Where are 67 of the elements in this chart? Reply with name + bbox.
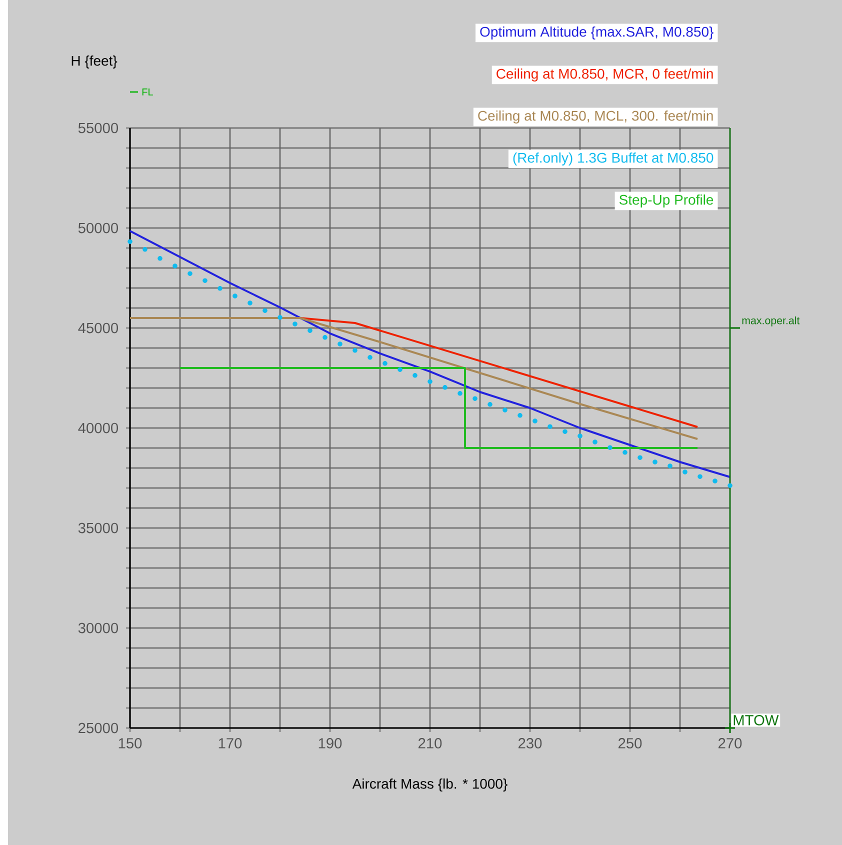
x-tick-label: 170 xyxy=(218,738,242,748)
x-tick-label: 250 xyxy=(618,738,642,748)
point xyxy=(578,434,582,438)
point xyxy=(382,360,388,366)
point xyxy=(442,384,448,390)
point xyxy=(608,445,612,450)
x-tick-label: 230 xyxy=(518,738,542,748)
y-tick-label: 45000 xyxy=(78,322,118,334)
point xyxy=(562,429,568,434)
y-tick-label: 40000 xyxy=(78,422,118,434)
text: (Ref.only) 1.3G Buffet at M0.850 xyxy=(513,152,714,166)
point xyxy=(698,474,702,479)
point xyxy=(548,424,552,429)
x-axis-title: Aircraft Mass {lb. * 1000} xyxy=(352,778,508,792)
x-tick-label: 270 xyxy=(718,738,742,748)
point xyxy=(428,379,432,384)
x-tick-label: 210 xyxy=(418,738,442,748)
y-axis-title: H {feet} xyxy=(72,55,118,69)
text: FL xyxy=(142,88,153,96)
point xyxy=(398,367,402,372)
point xyxy=(188,271,192,276)
point xyxy=(668,464,672,468)
ref-line-label: max.oper.alt xyxy=(742,316,800,326)
point xyxy=(292,322,298,326)
point xyxy=(338,342,342,346)
point xyxy=(262,308,268,313)
point xyxy=(172,264,178,268)
text: Optimum Altitude {max.SAR, M0.850} xyxy=(480,26,714,40)
point xyxy=(622,450,628,455)
point xyxy=(308,328,312,333)
x-tick-label: 190 xyxy=(318,738,342,748)
point xyxy=(128,239,132,244)
y-tick-label: 30000 xyxy=(78,622,118,634)
point xyxy=(232,294,238,298)
point xyxy=(322,334,328,340)
y-tick-label: 50000 xyxy=(78,222,118,234)
point xyxy=(158,256,162,261)
point xyxy=(412,372,418,378)
point xyxy=(532,418,538,424)
y-tick-label: 35000 xyxy=(78,522,118,534)
point xyxy=(638,455,642,460)
point xyxy=(248,300,252,306)
point xyxy=(218,286,222,291)
ref-line-label: MTOW xyxy=(734,715,779,726)
point xyxy=(728,483,732,488)
point xyxy=(368,354,372,360)
y-tick-label: 55000 xyxy=(78,122,118,134)
point xyxy=(488,402,492,407)
point xyxy=(682,470,688,474)
text: Ceiling at M0.850, MCR, 0 feet/min xyxy=(496,68,713,82)
point xyxy=(652,460,658,464)
point xyxy=(278,314,282,320)
point xyxy=(712,478,718,484)
point xyxy=(502,408,508,412)
y-tick-label: 25000 xyxy=(78,722,118,734)
line-series xyxy=(129,316,699,440)
point xyxy=(472,396,478,401)
text: Ceiling at M0.850, MCL, 300. feet/min xyxy=(478,110,713,124)
x-tick-label: 150 xyxy=(118,738,142,748)
text: Step-Up Profile xyxy=(619,194,714,208)
point xyxy=(142,246,148,252)
point xyxy=(592,440,598,444)
point xyxy=(458,390,462,396)
line-series xyxy=(129,230,732,478)
point xyxy=(518,412,522,418)
point xyxy=(352,348,358,353)
point xyxy=(202,278,208,283)
